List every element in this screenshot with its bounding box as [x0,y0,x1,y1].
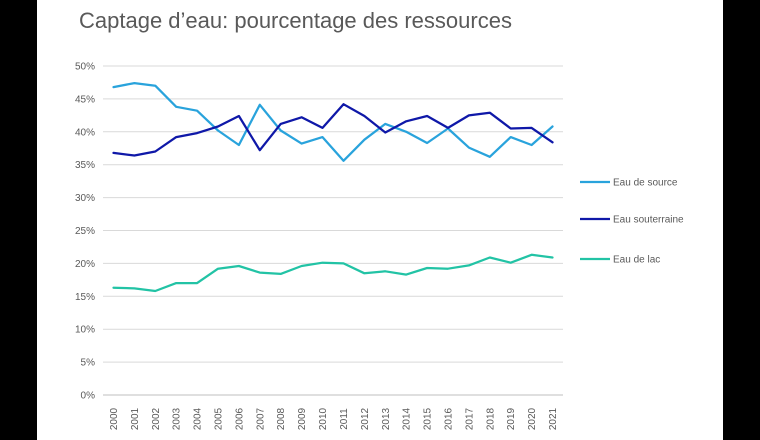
x-axis-labels: 2000 2001 2002 2003 2004 2005 2006 2007 2008 2009… [109,407,559,430]
y-tick-label: 20% [75,259,95,270]
chart-title: Captage d’eau: pourcentage des ressource… [79,8,512,33]
x-tick-label: 2008 [276,407,287,430]
x-tick-label: 2016 [444,407,455,430]
x-tick-label: 2021 [548,407,559,430]
x-tick-label: 2003 [172,407,183,430]
x-tick-label: 2007 [255,407,266,430]
y-tick-label: 45% [75,94,95,105]
y-tick-label: 50% [75,62,95,73]
x-tick-label: 2006 [234,407,245,430]
slide-canvas: Captage d’eau: pourcentage des ressource… [37,0,723,440]
y-tick-label: 40% [75,127,95,138]
x-tick-label: 2019 [506,407,517,430]
gridlines [103,65,563,396]
x-tick-label: 2015 [423,407,434,430]
x-tick-label: 2013 [381,407,392,430]
y-tick-label: 30% [75,193,95,204]
series-line-2 [112,253,554,293]
y-tick-label: 0% [81,391,96,402]
x-tick-label: 2004 [193,407,204,430]
x-tick-label: 2018 [485,407,496,430]
y-tick-label: 15% [75,292,95,303]
series-line-1 [112,103,554,157]
x-tick-label: 2012 [360,407,371,430]
x-tick-label: 2011 [339,408,350,430]
x-tick-label: 2010 [318,407,329,430]
y-tick-label: 25% [75,226,95,237]
x-tick-label: 2020 [527,407,538,430]
x-tick-label: 2014 [402,407,413,430]
series-line-0 [112,81,554,162]
y-tick-label: 35% [75,160,95,171]
y-tick-label: 10% [75,325,95,336]
x-tick-label: 2009 [297,407,308,430]
x-tick-label: 2000 [109,407,120,430]
x-tick-label: 2005 [214,407,225,430]
legend-label: Eau de lac [613,255,660,266]
legend-label: Eau de source [613,178,678,189]
x-tick-label: 2002 [151,407,162,430]
x-tick-label: 2017 [464,407,475,430]
y-axis-labels: 0% 5% 10% 15% 20% 25% 30% 35% 40% 45% 50% [75,62,95,402]
x-tick-label: 2001 [130,407,141,430]
legend-label: Eau souterraine [613,215,684,226]
series-lines [112,81,554,293]
legend: Eau de source Eau souterraine Eau de lac [580,178,684,266]
line-chart: 0% 5% 10% 15% 20% 25% 30% 35% 40% 45% 50% 2000 2001… [75,62,684,431]
y-tick-label: 5% [81,358,96,369]
